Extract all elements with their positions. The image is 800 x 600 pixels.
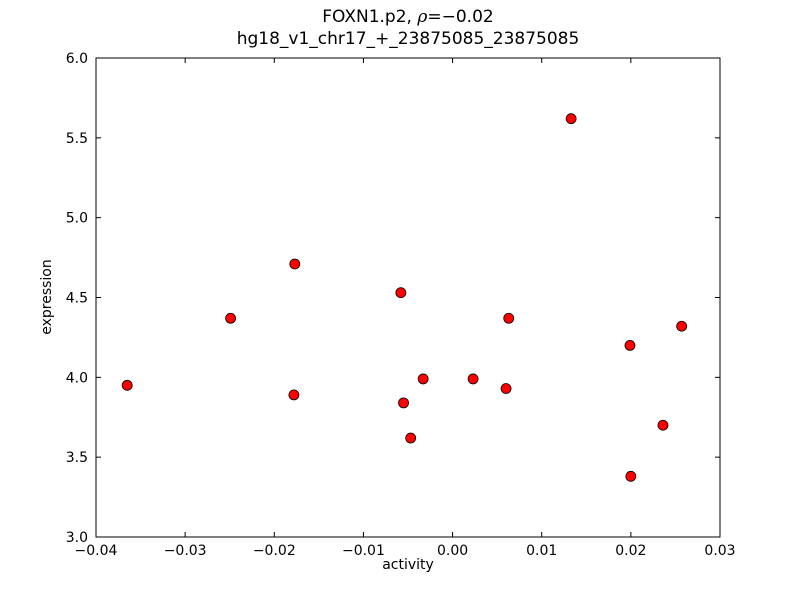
data-point — [500, 383, 512, 394]
y-tick-label: 4.5 — [66, 291, 88, 307]
data-point — [657, 419, 669, 431]
data-point — [405, 432, 417, 444]
data-point — [417, 373, 429, 385]
y-tick-label: 4.0 — [66, 370, 88, 386]
x-tick-label: 0.03 — [704, 543, 735, 559]
data-point — [676, 320, 688, 332]
data-point — [225, 312, 237, 324]
y-tick-label: 6.0 — [66, 51, 88, 67]
x-axis-label: activity — [382, 557, 434, 573]
plot-border — [95, 57, 721, 538]
data-point — [289, 258, 301, 270]
x-tick-label: 0.02 — [615, 543, 646, 559]
title-rho-symbol: ρ — [417, 7, 428, 27]
y-tick-label: 3.5 — [66, 450, 88, 466]
y-tick-label: 5.5 — [66, 131, 88, 147]
data-point — [624, 339, 636, 351]
x-tick-label: −0.03 — [164, 543, 207, 559]
data-point — [503, 312, 515, 324]
data-point — [398, 397, 409, 409]
title-prefix: FOXN1.p2, — [322, 7, 418, 27]
data-point — [288, 389, 300, 401]
data-point — [121, 379, 133, 391]
data-point — [467, 373, 479, 385]
y-tick-label: 3.0 — [66, 530, 88, 546]
data-point — [565, 113, 577, 125]
x-tick-label: 0.01 — [526, 543, 557, 559]
y-tick-label: 5.0 — [66, 211, 88, 227]
x-tick-label: −0.04 — [75, 543, 118, 559]
x-tick-label: −0.01 — [342, 543, 385, 559]
title-suffix: =−0.02 — [427, 7, 494, 27]
x-tick-label: 0.00 — [437, 543, 468, 559]
chart-subtitle: hg18_v1_chr17_+_23875085_23875085 — [236, 29, 580, 49]
x-tick-label: −0.02 — [253, 543, 296, 559]
data-point — [625, 470, 637, 482]
data-point — [395, 287, 407, 299]
chart-title: FOXN1.p2, ρ=−0.02 — [96, 7, 720, 27]
